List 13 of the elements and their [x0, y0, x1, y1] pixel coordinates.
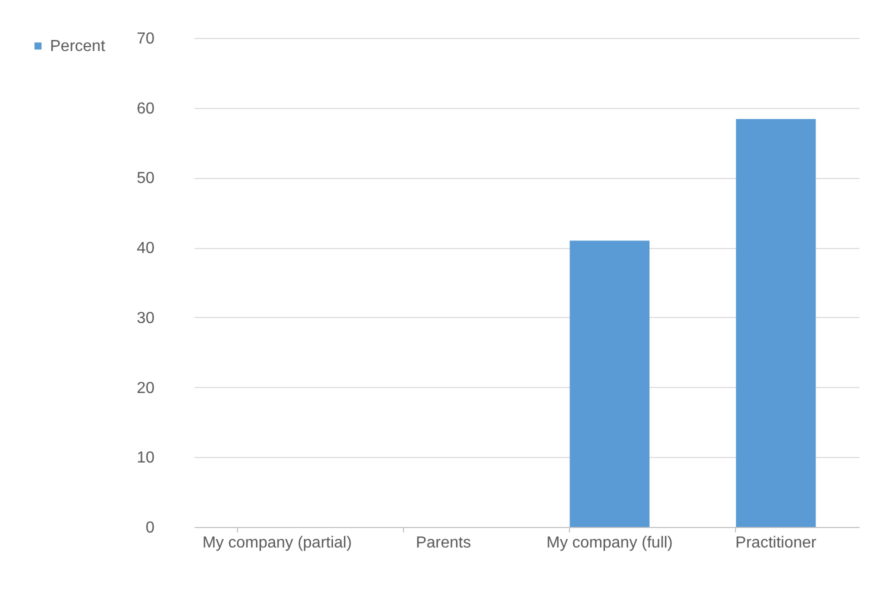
- y-tick-label: 0: [146, 520, 155, 536]
- legend-label: Percent: [50, 38, 106, 55]
- x-tick-label: My company (partial): [202, 534, 352, 552]
- y-tick-label: 40: [136, 240, 155, 258]
- x-tick-label: Parents: [416, 534, 471, 552]
- y-tick-label: 60: [136, 100, 155, 118]
- x-tick-label: Practitioner: [735, 534, 818, 552]
- y-tick-label: 10: [136, 450, 155, 467]
- x-tick-label: My company (full): [546, 534, 673, 552]
- y-tick-label: 30: [136, 310, 155, 327]
- y-tick-label: 50: [136, 170, 155, 188]
- y-tick-label: 20: [136, 380, 155, 397]
- y-tick-label: 70: [136, 30, 155, 48]
